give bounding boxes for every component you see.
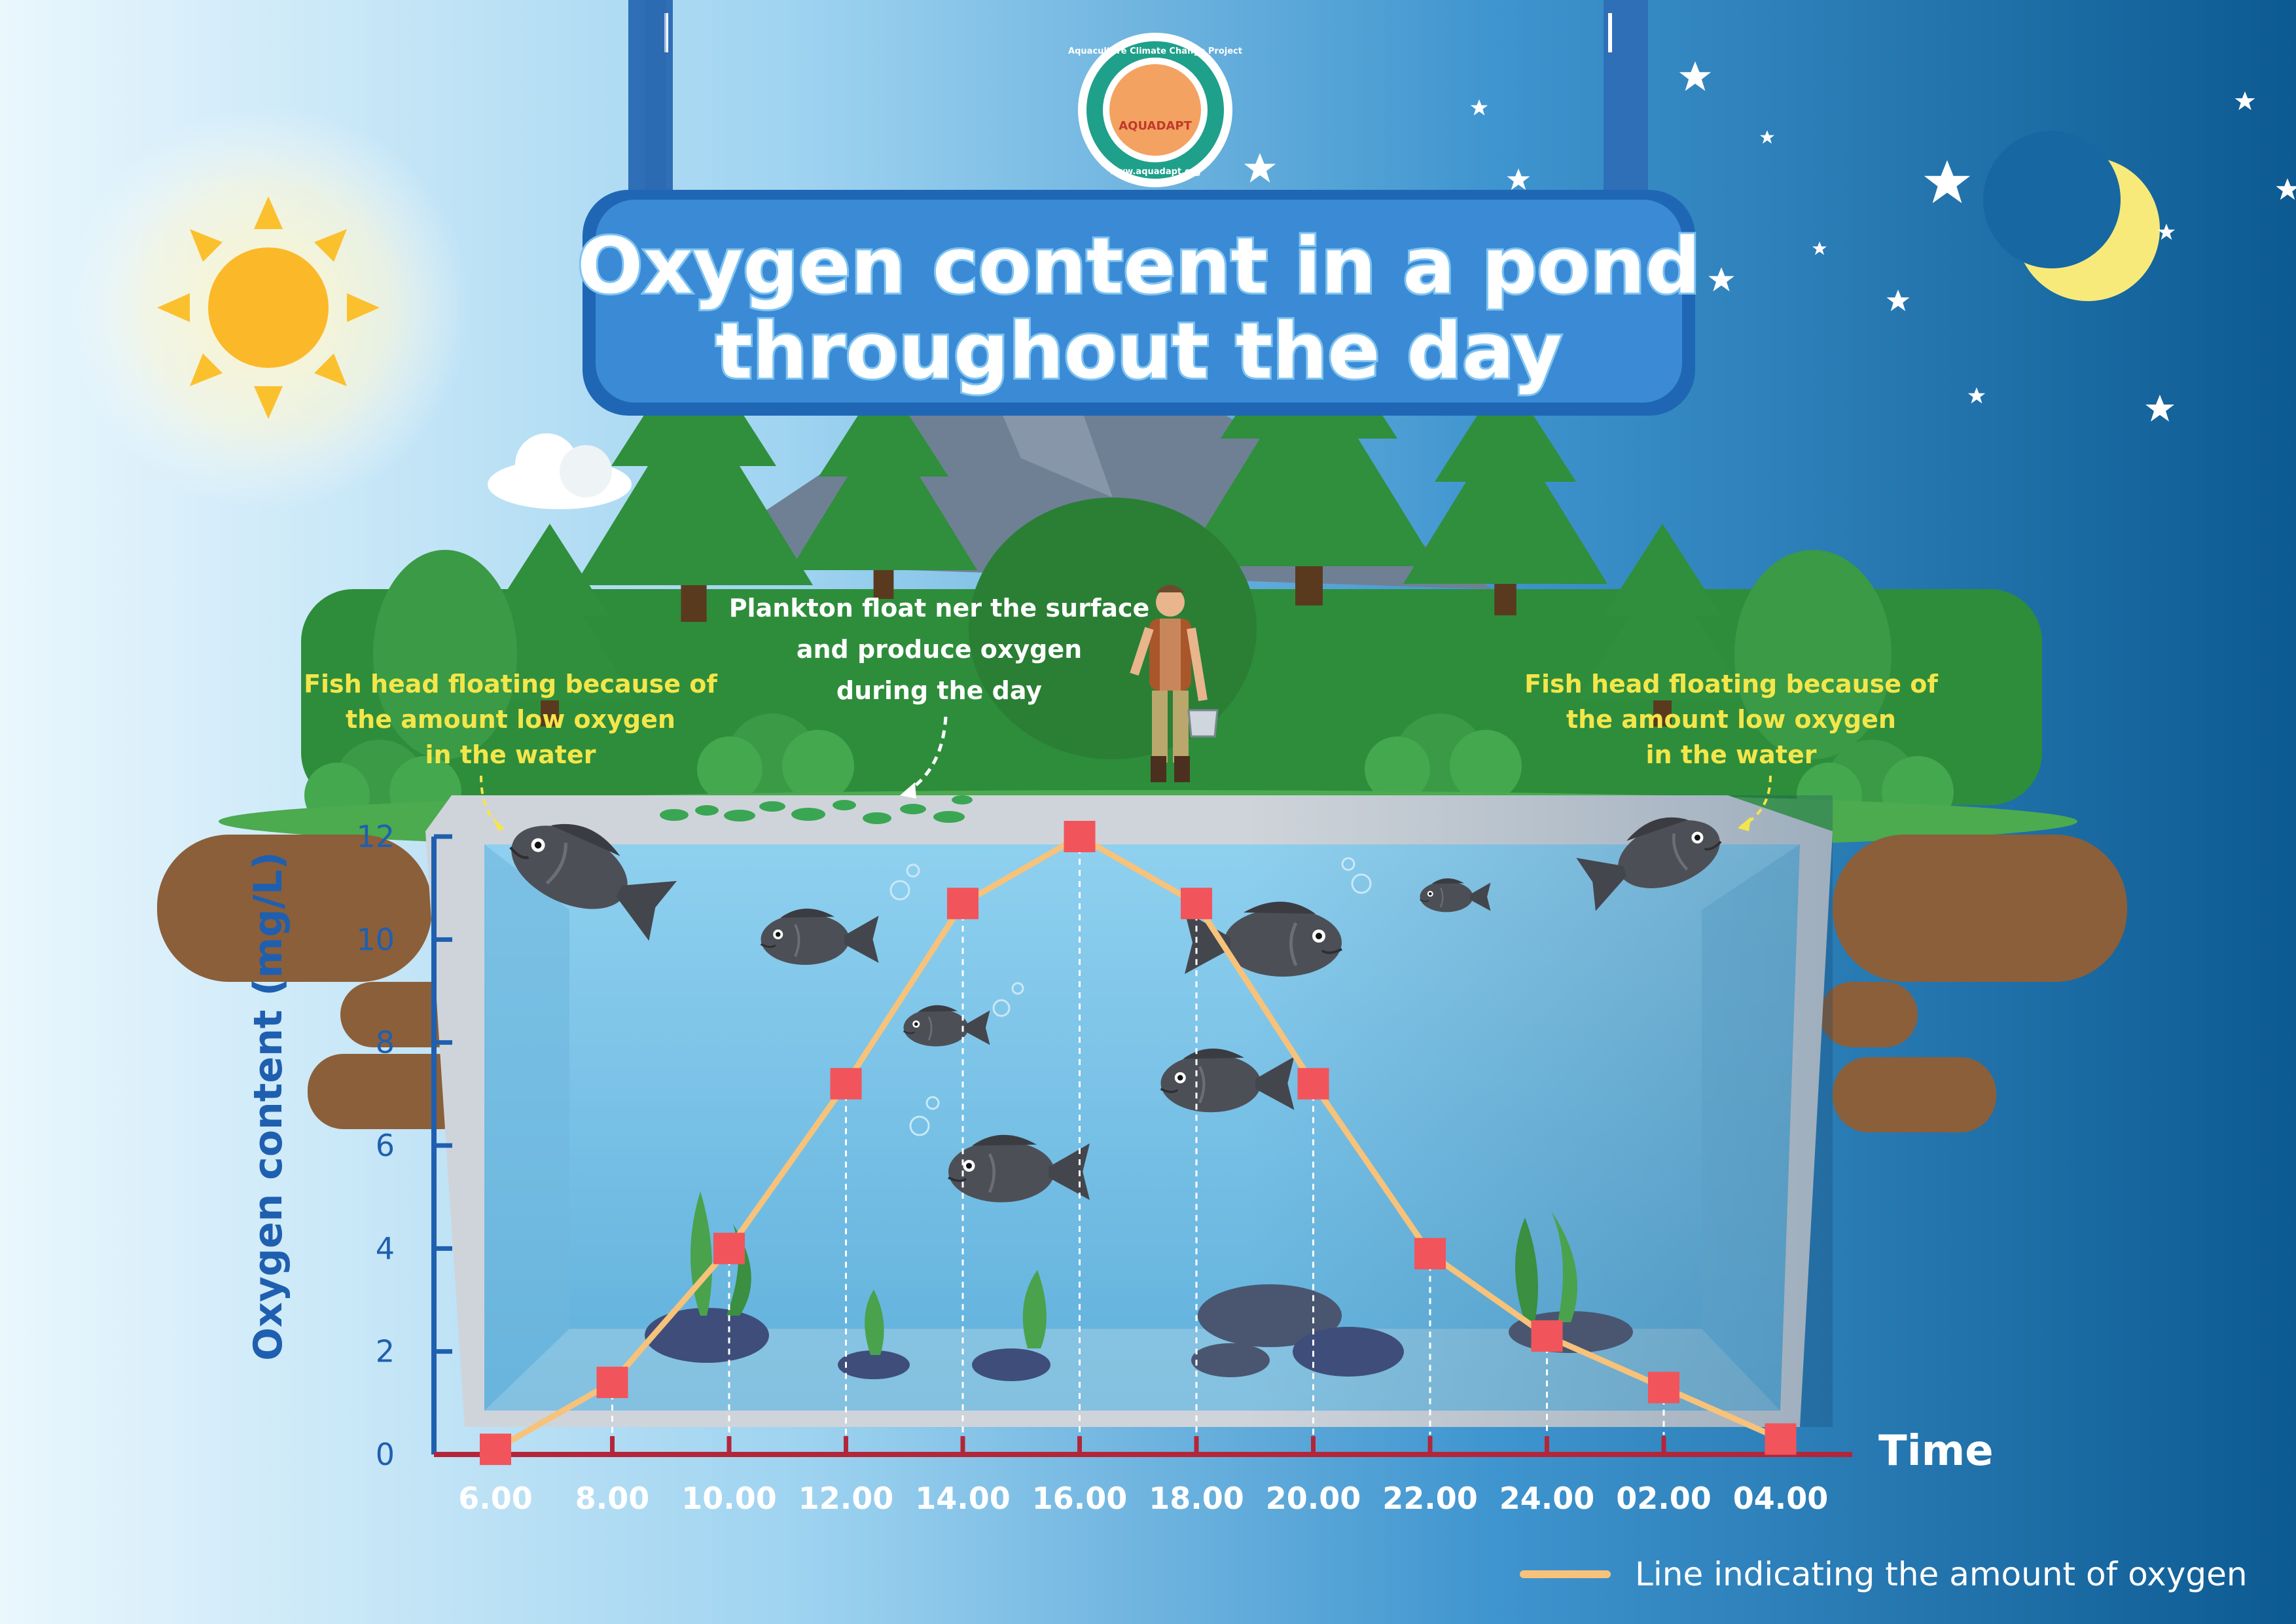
x-tick-label: 18.00	[1149, 1481, 1244, 1516]
x-tick-label: 22.00	[1382, 1481, 1478, 1516]
bubbles	[889, 857, 1372, 1136]
logo-name: AQUADAPT	[1119, 119, 1192, 133]
x-tick-label: 10.00	[681, 1481, 777, 1516]
x-tick-label: 12.00	[798, 1481, 894, 1516]
x-tick-label: 20.00	[1266, 1481, 1361, 1516]
annotation-left-fish: Fish head floating because of the amount…	[304, 670, 717, 831]
x-tick-label: 02.00	[1616, 1481, 1712, 1516]
y-tick-label: 6	[376, 1128, 395, 1163]
left-fish-line-1: Fish head floating because of	[304, 670, 717, 698]
chart-legend: Line indicating the amount of oxygen	[1520, 1555, 2248, 1593]
y-tick-label: 8	[376, 1025, 395, 1060]
y-tick-label: 2	[376, 1334, 395, 1369]
logo-url: www.aquadapt.org	[1109, 167, 1200, 177]
oxygen-data-point	[1414, 1238, 1446, 1270]
annotation-right-fish: Fish head floating because of the amount…	[1524, 670, 1938, 831]
x-axis-title: Time	[1878, 1427, 1994, 1475]
left-fish-line-2: the amount low oxygen	[346, 705, 675, 734]
x-tick-label: 04.00	[1733, 1481, 1829, 1516]
crescent-moon-icon	[1983, 131, 2160, 301]
farmer-figure-icon	[1130, 585, 1219, 782]
logo-ring-text: Aquaculture Climate Change Project	[1068, 46, 1242, 56]
oxygen-data-point	[830, 1068, 862, 1100]
oxygen-data-point	[947, 888, 978, 920]
oxygen-data-point	[1531, 1320, 1563, 1352]
plankton-patches-icon	[660, 795, 973, 824]
x-tick-label: 6.00	[458, 1481, 533, 1516]
plankton-line-1: Plankton float ner the surface	[729, 594, 1150, 623]
oxygen-data-point	[596, 1366, 628, 1398]
title-banner: Oxygen content in a pond throughout the …	[575, 0, 1702, 416]
sun-icon	[65, 105, 471, 511]
chart-series	[480, 821, 1797, 1466]
oxygen-data-point	[713, 1233, 745, 1265]
left-fish-line-3: in the water	[425, 740, 596, 769]
title-line-1: Oxygen content in a pond	[577, 221, 1700, 311]
plankton-line-2: and produce oxygen	[797, 635, 1082, 664]
right-fish-line-1: Fish head floating because of	[1524, 670, 1938, 698]
x-tick-label: 14.00	[915, 1481, 1011, 1516]
y-tick-label: 4	[376, 1231, 395, 1266]
aquadapt-logo: Aquaculture Climate Change Project AQUAD…	[1068, 33, 1242, 187]
x-tick-label: 8.00	[575, 1481, 650, 1516]
oxygen-data-point	[1765, 1423, 1797, 1455]
chart-axes: 0 2 4 6 8 10 12 6.00 8.00 10.00 12.00 14.00 16.00 18.…	[356, 819, 1852, 1516]
background-forest	[301, 301, 2042, 831]
oxygen-data-point	[1648, 1371, 1679, 1403]
oxygen-series-line	[493, 833, 1782, 1453]
oxygen-data-point	[1064, 821, 1096, 852]
annotation-plankton: Plankton float ner the surface and produ…	[729, 594, 1150, 799]
oxygen-data-point	[1181, 888, 1212, 920]
pond-tank	[425, 795, 1833, 1427]
legend-label: Line indicating the amount of oxygen	[1635, 1555, 2248, 1593]
plankton-arrow	[905, 716, 948, 794]
y-axis-title: Oxygen content (mg/L)	[245, 852, 291, 1361]
x-tick-label: 24.00	[1499, 1481, 1595, 1516]
y-tick-label: 10	[356, 922, 395, 957]
oxygen-data-point	[1297, 1068, 1329, 1100]
oxygen-data-point	[480, 1434, 511, 1466]
cloud-icon	[488, 433, 632, 509]
y-tick-label: 12	[356, 819, 395, 854]
y-tick-label: 0	[376, 1437, 395, 1472]
title-line-2: throughout the day	[715, 306, 1562, 396]
right-fish-line-3: in the water	[1646, 740, 1817, 769]
x-tick-label: 16.00	[1032, 1481, 1128, 1516]
plankton-line-3: during the day	[836, 676, 1042, 705]
right-fish-line-2: the amount low oxygen	[1566, 705, 1896, 734]
